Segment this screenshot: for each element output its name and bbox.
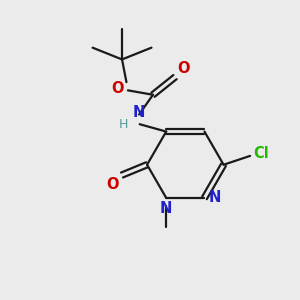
Text: N: N [133,105,145,120]
Text: N: N [209,190,221,206]
Text: O: O [112,81,124,96]
Text: N: N [160,201,172,216]
Text: Cl: Cl [253,146,269,161]
Text: O: O [177,61,190,76]
Text: H: H [119,118,128,131]
Text: O: O [106,177,118,192]
